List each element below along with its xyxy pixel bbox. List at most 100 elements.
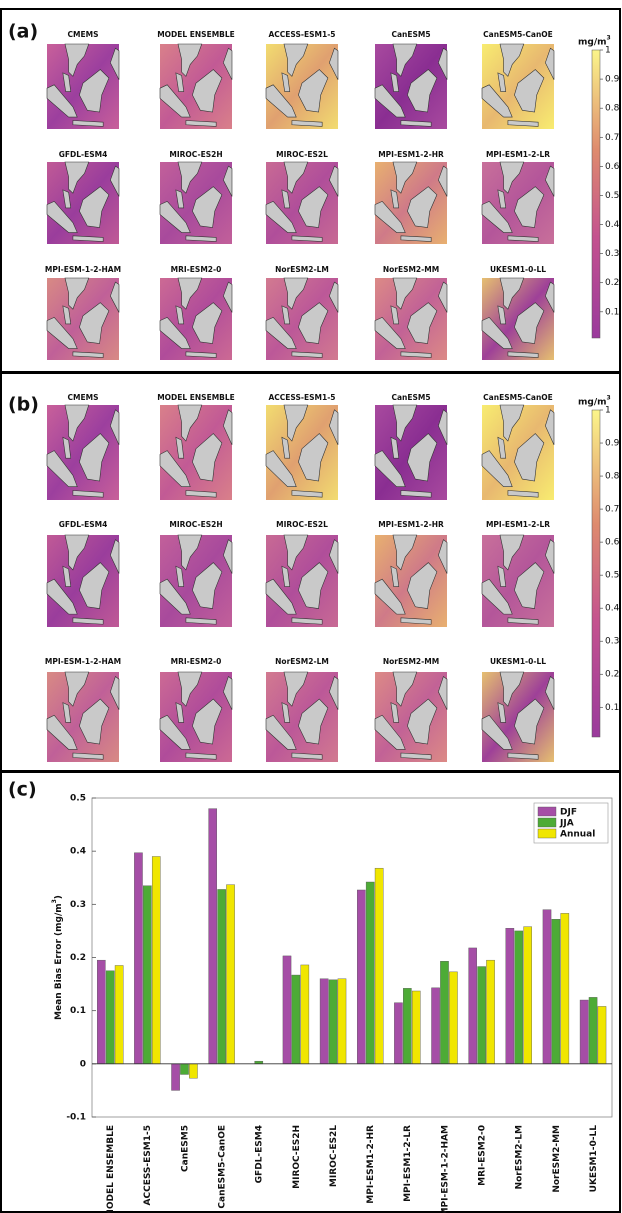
land <box>329 540 338 574</box>
land <box>176 73 184 92</box>
land <box>514 434 544 482</box>
land <box>393 405 417 441</box>
map-land <box>375 162 447 242</box>
land <box>292 121 322 127</box>
colorbar-tick-label: 0.2 <box>605 278 619 288</box>
colorbar-tick-label: 0.1 <box>605 307 619 317</box>
map-title: NorESM2-LM <box>275 265 329 274</box>
land <box>375 201 405 232</box>
land <box>407 434 437 482</box>
map-land <box>266 672 338 759</box>
x-tick-label: ACCESS-ESM1-5 <box>143 1125 153 1205</box>
land <box>401 236 431 242</box>
bar <box>282 955 292 1065</box>
bar <box>291 974 301 1065</box>
map-title: MODEL ENSEMBLE <box>157 393 235 402</box>
y-tick-label: 0.2 <box>70 953 86 963</box>
land <box>514 303 544 344</box>
land <box>375 85 405 117</box>
colorbar-tick-label: 0.8 <box>605 104 620 114</box>
land <box>391 190 399 208</box>
land <box>500 278 524 309</box>
map-land <box>375 44 447 126</box>
x-tick-label: GFDL-ESM4 <box>255 1125 265 1183</box>
map-title: CMEMS <box>68 393 99 402</box>
land <box>407 303 437 344</box>
land <box>282 437 290 458</box>
map-title: GFDL-ESM4 <box>59 520 108 529</box>
map-land <box>375 405 447 497</box>
land <box>186 491 216 498</box>
x-tick-label: MIROC-ES2H <box>292 1125 302 1189</box>
land <box>73 618 103 624</box>
legend-swatch <box>537 806 557 817</box>
land <box>407 187 437 228</box>
bar <box>597 1006 607 1065</box>
land <box>266 85 296 117</box>
land <box>393 162 417 193</box>
land <box>514 187 544 228</box>
map-land <box>266 278 338 358</box>
x-tick-label: MPI-ESM-1-2-HAM <box>440 1125 450 1213</box>
land <box>545 166 554 196</box>
colorbar-tick-label: 0.8 <box>605 472 620 482</box>
land <box>65 162 89 193</box>
land <box>375 715 405 749</box>
land <box>284 162 308 193</box>
land <box>375 451 405 487</box>
land <box>298 434 328 482</box>
land <box>178 672 202 706</box>
y-tick-label: 0.1 <box>70 1006 86 1016</box>
land <box>47 451 77 487</box>
bar <box>486 959 495 1065</box>
colorbar-tick-label: 0.7 <box>605 505 619 515</box>
land <box>65 672 89 706</box>
map-title: CMEMS <box>68 30 99 39</box>
land <box>176 190 184 208</box>
map-title: MIROC-ES2L <box>276 520 328 529</box>
map-title: MRI-ESM2-0 <box>171 265 222 274</box>
land <box>63 566 71 586</box>
colorbar-tick-label: 0.5 <box>605 191 619 201</box>
land <box>282 73 290 92</box>
colorbar-tick-label: 0.4 <box>605 220 620 230</box>
land <box>329 48 338 79</box>
colorbar-unit: mg/m <box>578 398 607 408</box>
map-land <box>160 405 232 497</box>
land <box>407 70 437 113</box>
land <box>508 491 538 498</box>
map-land <box>47 278 119 358</box>
land <box>192 187 222 228</box>
bar <box>505 928 515 1065</box>
land <box>178 44 202 76</box>
land <box>266 201 296 232</box>
land <box>176 703 184 723</box>
map-land <box>482 162 554 242</box>
land <box>176 437 184 458</box>
map-title: MIROC-ES2L <box>276 150 328 159</box>
land <box>375 317 405 348</box>
x-tick-label: MIROC-ES2L <box>329 1125 339 1187</box>
colorbar-tick-label: 0.1 <box>605 703 619 713</box>
map-title: ACCESS-ESM1-5 <box>268 393 335 402</box>
land <box>110 677 119 710</box>
land <box>407 699 437 744</box>
land <box>393 672 417 706</box>
colorbar-unit-sup: 3 <box>607 395 611 402</box>
colorbar-tick-label: 0.5 <box>605 571 619 581</box>
land <box>47 201 77 232</box>
colorbar-tick-label: 0.9 <box>605 439 620 449</box>
land <box>65 405 89 441</box>
colorbar-unit: mg/m <box>578 38 607 48</box>
land <box>79 70 109 113</box>
bar <box>319 978 329 1065</box>
land <box>482 201 512 232</box>
bar <box>96 959 106 1065</box>
bar <box>542 909 552 1065</box>
land <box>401 491 431 498</box>
y-axis-label-main: Mean Bias Error (mg/m <box>54 903 64 1020</box>
land <box>393 278 417 309</box>
map-title: MIROC-ES2H <box>169 520 222 529</box>
land <box>438 166 447 196</box>
map-title: MRI-ESM2-0 <box>171 657 222 666</box>
